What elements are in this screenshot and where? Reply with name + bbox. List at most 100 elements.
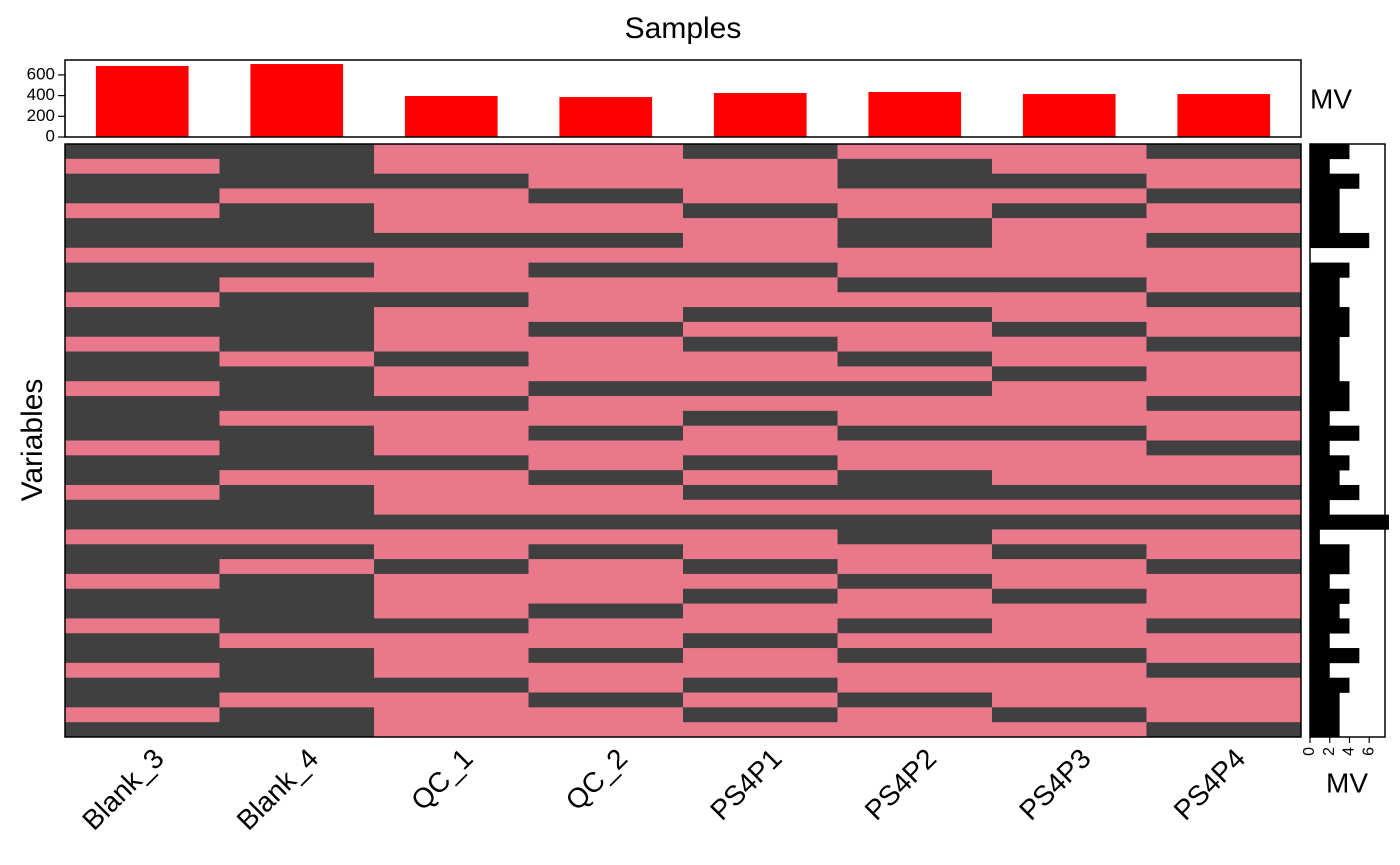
- row-bar: [1310, 410, 1330, 426]
- heatmap-cell: [219, 158, 375, 175]
- heatmap-cell: [528, 307, 684, 323]
- heatmap-cell: [992, 618, 1147, 634]
- heatmap-cell: [1146, 455, 1302, 471]
- heatmap-cell: [992, 662, 1147, 679]
- heatmap-cell: [683, 559, 838, 575]
- heatmap-cell: [992, 514, 1147, 530]
- bar: [868, 91, 962, 137]
- heatmap-cell: [65, 144, 220, 160]
- heatmap-cell: [528, 144, 684, 160]
- heatmap-cell: [374, 307, 529, 323]
- heatmap-cell: [683, 707, 838, 723]
- heatmap-cell: [683, 307, 838, 323]
- heatmap-cell: [65, 203, 220, 219]
- heatmap-cell: [374, 470, 529, 486]
- heatmap-cell: [837, 499, 993, 516]
- heatmap-cell: [837, 425, 993, 441]
- heatmap-cell: [374, 144, 529, 160]
- row-bar: [1310, 618, 1350, 634]
- heatmap-cell: [374, 321, 529, 338]
- heatmap-cell: [374, 173, 529, 189]
- heatmap-cell: [219, 544, 375, 560]
- row-bar: [1310, 692, 1340, 708]
- heatmap-cell: [219, 633, 375, 649]
- heatmap-cell: [1146, 707, 1302, 723]
- heatmap-cell: [992, 292, 1147, 308]
- heatmap-cell: [528, 277, 684, 293]
- heatmap-cell: [992, 470, 1147, 486]
- heatmap-cell: [65, 351, 220, 367]
- heatmap-cell: [837, 603, 993, 619]
- heatmap-cell: [683, 247, 838, 264]
- heatmap-cell: [1146, 173, 1302, 189]
- heatmap-cell: [837, 366, 993, 382]
- row-bar: [1310, 396, 1350, 412]
- heatmap-cell: [374, 514, 529, 530]
- bar: [1022, 94, 1116, 137]
- heatmap-cell: [219, 499, 375, 516]
- row-bar: [1310, 203, 1340, 219]
- heatmap-cell: [374, 396, 529, 412]
- heatmap-cell: [1146, 366, 1302, 382]
- heatmap-cell: [374, 203, 529, 219]
- heatmap-cell: [992, 633, 1147, 649]
- heatmap-cell: [992, 573, 1147, 590]
- heatmap-cell: [992, 277, 1147, 293]
- heatmap-cell: [374, 158, 529, 175]
- heatmap-cell: [219, 321, 375, 338]
- heatmap-cell: [65, 292, 220, 308]
- row-bar: [1310, 277, 1340, 293]
- heatmap-cell: [992, 529, 1147, 545]
- heatmap-cell: [1146, 277, 1302, 293]
- heatmap-cell: [1146, 218, 1302, 234]
- heatmap-cell: [528, 455, 684, 471]
- heatmap-cell: [837, 662, 993, 679]
- heatmap-cell: [219, 662, 375, 679]
- heatmap-cell: [65, 559, 220, 575]
- heatmap-cell: [683, 677, 838, 694]
- x-tick-label: PS4P2: [859, 743, 943, 827]
- row-bar: [1310, 307, 1350, 323]
- bar: [559, 97, 653, 137]
- heatmap-cell: [837, 455, 993, 471]
- heatmap-cell: [683, 366, 838, 382]
- heatmap-cell: [837, 381, 993, 397]
- x-tick-label: Blank_3: [76, 743, 169, 836]
- heatmap-cell: [528, 618, 684, 634]
- heatmap-cell: [837, 188, 993, 204]
- heatmap-cell: [683, 662, 838, 679]
- heatmap-cell: [992, 232, 1147, 249]
- heatmap-cell: [528, 559, 684, 575]
- row-bar: [1310, 381, 1350, 397]
- heatmap-cell: [837, 351, 993, 367]
- heatmap-cell: [992, 455, 1147, 471]
- heatmap-cell: [1146, 381, 1302, 397]
- heatmap-cell: [65, 410, 220, 427]
- row-bar: [1310, 470, 1340, 486]
- heatmap-cell: [683, 396, 838, 412]
- heatmap-cell: [219, 603, 375, 619]
- heatmap-cell: [65, 514, 220, 530]
- heatmap-cell: [992, 321, 1147, 338]
- x-tick-label: PS4P1: [704, 743, 788, 827]
- heatmap-cell: [992, 677, 1147, 694]
- heatmap-cell: [1146, 544, 1302, 560]
- heatmap-cell: [65, 722, 220, 738]
- row-bar: [1310, 603, 1340, 619]
- heatmap-cell: [683, 425, 838, 441]
- x-tick-label: 6: [1360, 747, 1377, 756]
- chart-title: Samples: [625, 12, 742, 45]
- row-bar: [1310, 425, 1360, 441]
- heatmap-cell: [837, 588, 993, 605]
- heatmap-cell: [219, 648, 375, 664]
- heatmap-cell: [219, 351, 375, 367]
- heatmap-cell: [683, 603, 838, 619]
- heatmap-cell: [374, 662, 529, 679]
- heatmap-cell: [65, 588, 220, 605]
- heatmap-cell: [837, 559, 993, 575]
- heatmap-cell: [65, 529, 220, 545]
- heatmap-cell: [374, 499, 529, 516]
- row-bar: [1310, 218, 1340, 234]
